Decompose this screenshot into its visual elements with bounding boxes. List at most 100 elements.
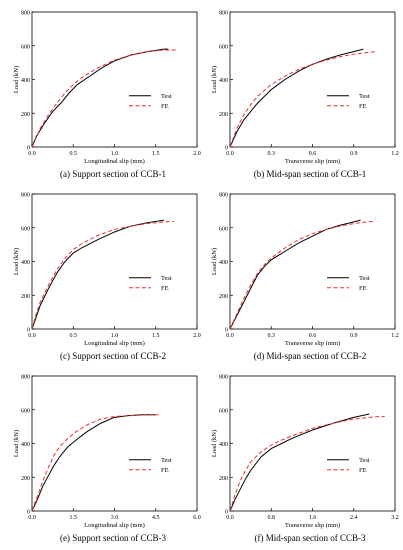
x-tick-label: 0.3 xyxy=(268,333,276,339)
y-tick-label: 200 xyxy=(219,476,228,482)
x-tick-label: 0.5 xyxy=(70,333,78,339)
y-tick-label: 0 xyxy=(225,328,228,334)
legend-label-fe: FE xyxy=(161,103,169,110)
y-tick-label: 400 xyxy=(219,260,228,266)
plot-frame xyxy=(229,11,396,148)
y-tick-label: 800 xyxy=(21,375,30,381)
y-axis-label: Load (kN) xyxy=(211,248,218,275)
legend-label-test: Test xyxy=(161,457,172,464)
x-tick-label: 0.0 xyxy=(226,151,234,157)
x-tick-label: 0.6 xyxy=(309,151,317,157)
series-test-line xyxy=(31,48,169,148)
x-tick-label: 4.5 xyxy=(152,515,160,521)
caption-e: (e) Support section of CCB-3 xyxy=(60,533,166,543)
chart-d: 0 200 400 600 800 0.0 0.3 0.6 0.9 1.2 Transverse s… xyxy=(211,193,399,348)
x-tick-label: 3.2 xyxy=(391,515,399,521)
x-tick-label: 6.0 xyxy=(193,515,201,521)
chart-e: 0 200 400 600 800 0.0 1.5 3.0 4.5 6.0 Longitudinal… xyxy=(13,375,201,530)
x-tick-label: 3.0 xyxy=(111,515,119,521)
y-tick-label: 800 xyxy=(219,193,228,199)
y-tick-label: 0 xyxy=(27,146,30,152)
y-tick-label: 400 xyxy=(21,442,30,448)
legend-label-test: Test xyxy=(161,275,172,282)
x-tick-label: 1.2 xyxy=(391,151,399,157)
y-tick-label: 400 xyxy=(219,78,228,84)
caption-a: (a) Support section of CCB-1 xyxy=(60,169,166,179)
x-tick-label: 0.9 xyxy=(350,333,358,339)
y-tick-label: 200 xyxy=(219,112,228,118)
x-axis-label: Longitudinal slip (mm) xyxy=(84,522,145,529)
plot-frame xyxy=(31,193,198,330)
plot-frame xyxy=(31,11,198,148)
y-tick-label: 600 xyxy=(219,226,228,232)
x-tick-label: 1.0 xyxy=(111,333,119,339)
series-fe-line xyxy=(229,220,374,330)
legend-label-test: Test xyxy=(359,93,370,100)
series-fe-line xyxy=(31,49,177,148)
plot-frame xyxy=(229,193,396,330)
x-tick-label: 1.5 xyxy=(70,515,78,521)
x-tick-label: 2.0 xyxy=(193,333,201,339)
y-tick-label: 0 xyxy=(225,510,228,516)
y-tick-label: 200 xyxy=(21,476,30,482)
legend-label-fe: FE xyxy=(161,467,169,474)
y-tick-label: 200 xyxy=(21,112,30,118)
legend-label-test: Test xyxy=(359,275,370,282)
x-tick-label: 0.0 xyxy=(28,515,36,521)
y-tick-label: 0 xyxy=(27,510,30,516)
x-tick-label: 0.5 xyxy=(70,151,78,157)
y-tick-label: 600 xyxy=(21,226,30,232)
legend-label-fe: FE xyxy=(359,467,367,474)
legend-label-fe: FE xyxy=(161,285,169,292)
x-tick-label: 0.8 xyxy=(268,515,276,521)
legend-label-test: Test xyxy=(359,457,370,464)
y-tick-label: 0 xyxy=(27,328,30,334)
x-axis-label: Longitudinal slip (mm) xyxy=(84,158,145,165)
y-axis-label: Load (kN) xyxy=(13,66,20,93)
caption-c: (c) Support section of CCB-2 xyxy=(60,351,166,361)
plot-frame xyxy=(31,375,198,512)
x-tick-label: 2.4 xyxy=(350,515,358,521)
legend-label-fe: FE xyxy=(359,285,367,292)
x-axis-label: Longitudinal slip (mm) xyxy=(84,340,145,347)
y-tick-label: 600 xyxy=(219,408,228,414)
series-test-line xyxy=(31,414,156,512)
x-tick-label: 1.6 xyxy=(309,515,317,521)
x-tick-label: 0.6 xyxy=(309,333,317,339)
series-test-line xyxy=(229,413,370,512)
legend-label-fe: FE xyxy=(359,103,367,110)
y-tick-label: 400 xyxy=(21,78,30,84)
x-axis-label: Transverse slip (mm) xyxy=(285,158,340,165)
series-fe-line xyxy=(229,51,376,148)
y-axis-label: Load (kN) xyxy=(13,248,20,275)
legend-label-test: Test xyxy=(161,93,172,100)
x-axis-label: Transverse slip (mm) xyxy=(285,522,340,529)
y-tick-label: 400 xyxy=(21,260,30,266)
y-tick-label: 600 xyxy=(219,44,228,50)
x-axis-label: Transverse slip (mm) xyxy=(285,340,340,347)
chart-f: 0 200 400 600 800 0.0 0.8 1.6 2.4 3.2 Transverse s… xyxy=(211,375,399,530)
chart-c: 0 200 400 600 800 0.0 0.5 1.0 1.5 2.0 Longitudinal… xyxy=(13,193,201,348)
y-tick-label: 600 xyxy=(21,44,30,50)
y-tick-label: 0 xyxy=(225,146,228,152)
y-tick-label: 800 xyxy=(219,375,228,381)
x-tick-label: 0.9 xyxy=(350,151,358,157)
y-tick-label: 600 xyxy=(21,408,30,414)
x-tick-label: 2.0 xyxy=(193,151,201,157)
x-tick-label: 0.0 xyxy=(226,515,234,521)
x-tick-label: 0.0 xyxy=(226,333,234,339)
x-tick-label: 0.3 xyxy=(268,151,276,157)
caption-f: (f) Mid-span section of CCB-3 xyxy=(255,533,366,543)
y-tick-label: 200 xyxy=(21,294,30,300)
caption-d: (d) Mid-span section of CCB-2 xyxy=(254,351,367,361)
y-tick-label: 800 xyxy=(21,193,30,199)
y-tick-label: 800 xyxy=(21,11,30,17)
caption-b: (b) Mid-span section of CCB-1 xyxy=(254,169,367,179)
x-tick-label: 1.2 xyxy=(391,333,399,339)
plot-frame xyxy=(229,375,396,512)
series-fe-line xyxy=(31,414,159,512)
y-axis-label: Load (kN) xyxy=(211,430,218,457)
series-test-line xyxy=(31,219,165,330)
x-tick-label: 1.5 xyxy=(152,151,160,157)
